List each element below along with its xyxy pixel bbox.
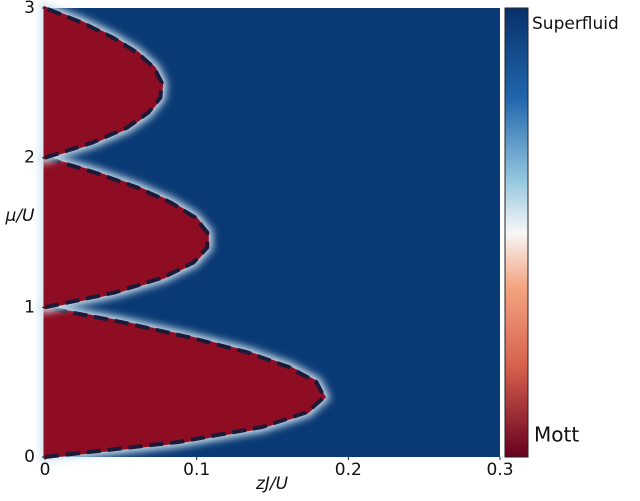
phase-boundary [44, 305, 327, 459]
colorbar-label: Mott [534, 423, 579, 447]
phase-boundary [44, 155, 210, 310]
colorbar-label: Superfluid [532, 14, 619, 34]
plot-layer [40, 0, 331, 463]
y-tick-label: 2 [24, 148, 35, 168]
y-tick-label: 0 [24, 447, 35, 467]
x-tick-label: 0.1 [183, 460, 210, 480]
y-tick-label: 1 [24, 297, 35, 317]
y-tick-label: 3 [24, 0, 35, 18]
colorbar [504, 7, 529, 458]
x-axis-label: zJ/U [255, 474, 289, 494]
y-axis-label: μ/U [5, 206, 36, 226]
phase-boundary [44, 6, 164, 160]
x-tick-label: 0.3 [486, 460, 513, 480]
x-tick-label: 0.2 [335, 460, 362, 480]
x-tick-label: 0 [40, 460, 51, 480]
